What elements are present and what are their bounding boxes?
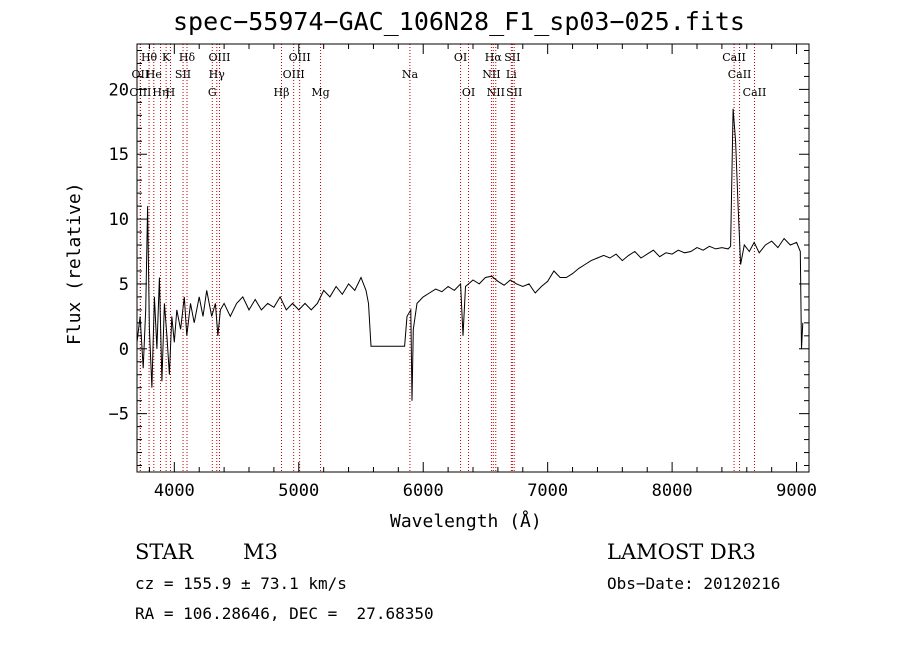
line-label-14: Hβ [274,86,290,99]
line-label-17: OI [454,51,467,64]
line-label-24: SII [506,86,522,99]
line-label-18: OI [462,86,475,99]
line-label-5: K [162,51,171,64]
x-tick-label: 6000 [403,481,444,501]
x-tick-label: 4000 [154,481,195,501]
object-class: STAR [135,540,194,564]
line-label-27: CaII [743,86,767,99]
line-label-22: Li [506,68,517,81]
line-label-0: Hθ [141,51,158,64]
chart-title: spec−55974−GAC_106N28_F1_sp03−025.fits [173,7,745,36]
observation-date: Obs−Date: 20120216 [607,574,781,593]
line-label-23: NII [487,86,505,99]
line-label-15: Mg [311,86,329,99]
spectrum-line [136,108,804,401]
line-label-7: H [166,86,176,99]
line-label-8: Hδ [179,51,196,64]
line-label-16: Na [402,68,419,81]
line-label-25: CaII [722,51,746,64]
coordinates-readout: RA = 106.28646, DEC = 27.68350 [135,604,434,623]
line-label-20: SII [504,51,520,64]
x-tick-label: 5000 [278,481,319,501]
line-label-26: CaII [728,68,752,81]
line-label-21: NII [482,68,500,81]
x-tick-label: 7000 [527,481,568,501]
y-tick-label: 20 [109,80,129,100]
y-tick-label: −5 [109,405,129,425]
redshift-readout: cz = 155.9 ± 73.1 km/s [135,574,347,593]
line-label-11: G [208,86,217,99]
line-label-6: SII [175,68,191,81]
survey-name: LAMOST DR3 [607,540,756,564]
x-tick-label: 9000 [776,481,817,501]
y-tick-label: 5 [119,275,129,295]
line-label-12: OIII [289,51,311,64]
x-axis-label: Wavelength (Å) [390,511,542,532]
line-label-1: OII [132,68,150,81]
y-axis-label: Flux (relative) [64,182,85,345]
line-label-2: OIII [129,86,151,99]
line-label-3: He [146,68,162,81]
line-label-13: OIII [283,68,305,81]
y-tick-label: 10 [109,210,129,230]
line-label-19: Hα [485,51,503,64]
line-label-4: Hη [152,86,168,99]
x-tick-label: 8000 [652,481,693,501]
plot-frame [136,43,810,473]
line-label-9: OIII [208,51,230,64]
object-subclass: M3 [243,540,278,564]
y-tick-label: 15 [109,145,129,165]
y-tick-label: 0 [119,340,129,360]
line-label-10: Hγ [209,68,226,81]
